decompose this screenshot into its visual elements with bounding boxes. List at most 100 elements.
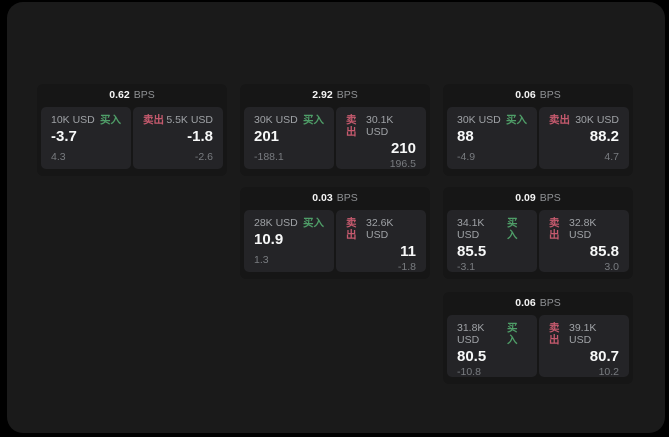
sell-delta: -1.8 <box>397 261 416 273</box>
bps-value: 0.06 <box>515 297 536 309</box>
bps-value: 0.06 <box>515 89 536 101</box>
sell-panel[interactable]: 卖出 32.6K USD 11 -1.8 <box>336 210 426 273</box>
quote-card: 0.62 BPS 10K USD 买入 -3.7 4.3 卖出 5.5K USD… <box>37 84 227 176</box>
sell-panel-top: 卖出 5.5K USD <box>143 114 213 126</box>
sell-price: -1.8 <box>187 128 213 145</box>
buy-panel-top: 31.8K USD 买入 <box>457 322 527 346</box>
sell-panel-top: 卖出 32.8K USD <box>549 217 619 241</box>
card-header: 0.62 BPS <box>37 84 227 106</box>
buy-delta: -10.8 <box>457 366 481 378</box>
sell-amount: 39.1K USD <box>568 322 597 346</box>
sell-panel-top: 卖出 30.1K USD <box>346 114 416 138</box>
buy-panel-top: 10K USD 买入 <box>51 114 121 126</box>
sell-panel[interactable]: 卖出 30K USD 88.2 4.7 <box>539 107 629 169</box>
bps-unit-label: BPS <box>539 192 561 204</box>
buy-delta: -188.1 <box>254 151 284 163</box>
buy-panel[interactable]: 28K USD 买入 10.9 1.3 <box>244 210 334 272</box>
sell-delta: 3.0 <box>604 261 619 273</box>
card-header: 0.06 BPS <box>443 84 633 106</box>
bps-value: 0.09 <box>515 192 536 204</box>
bps-unit-label: BPS <box>133 89 155 101</box>
buy-panel-top: 28K USD 买入 <box>254 217 324 229</box>
sell-panel[interactable]: 卖出 5.5K USD -1.8 -2.6 <box>133 107 223 169</box>
bps-unit-label: BPS <box>539 89 561 101</box>
quote-card: 0.03 BPS 28K USD 买入 10.9 1.3 卖出 32.6K US… <box>240 187 430 279</box>
buy-delta: -3.1 <box>457 261 476 273</box>
bps-value: 2.92 <box>312 89 333 101</box>
buy-amount: 31.8K USD <box>457 322 485 346</box>
sell-price: 88.2 <box>589 128 619 145</box>
sell-side-label: 卖出 <box>143 114 164 126</box>
sell-side-label: 卖出 <box>549 217 560 241</box>
sell-panel[interactable]: 卖出 32.8K USD 85.8 3.0 <box>539 210 629 273</box>
sell-delta: -2.6 <box>194 151 213 163</box>
sell-delta: 10.2 <box>598 366 619 378</box>
sell-side-label: 卖出 <box>549 114 570 126</box>
quote-panels: 30K USD 买入 201 -188.1 卖出 30.1K USD 210 1… <box>244 107 426 170</box>
sell-side-label: 卖出 <box>346 217 357 241</box>
buy-panel-top: 30K USD 买入 <box>254 114 324 126</box>
quotes-board: 0.62 BPS 10K USD 买入 -3.7 4.3 卖出 5.5K USD… <box>7 2 665 433</box>
card-header: 2.92 BPS <box>240 84 430 106</box>
quote-card: 0.06 BPS 30K USD 买入 88 -4.9 卖出 30K USD 8… <box>443 84 633 176</box>
bps-unit-label: BPS <box>336 192 358 204</box>
sell-panel[interactable]: 卖出 39.1K USD 80.7 10.2 <box>539 315 629 378</box>
buy-amount: 30K USD <box>254 114 298 126</box>
sell-amount: 32.6K USD <box>365 217 394 241</box>
buy-side-label: 买入 <box>303 114 324 126</box>
quote-card: 0.09 BPS 34.1K USD 买入 85.5 -3.1 卖出 32.8K… <box>443 187 633 279</box>
buy-side-label: 买入 <box>507 322 518 346</box>
buy-price: 80.5 <box>457 348 487 365</box>
sell-delta: 196.5 <box>389 158 416 170</box>
buy-side-label: 买入 <box>507 217 518 241</box>
sell-price: 11 <box>400 243 416 260</box>
buy-amount: 28K USD <box>254 217 298 229</box>
quote-card: 0.06 BPS 31.8K USD 买入 80.5 -10.8 卖出 39.1… <box>443 292 633 384</box>
quote-panels: 30K USD 买入 88 -4.9 卖出 30K USD 88.2 4.7 <box>447 107 629 169</box>
buy-amount: 10K USD <box>51 114 95 126</box>
buy-side-label: 买入 <box>506 114 527 126</box>
bps-unit-label: BPS <box>539 297 561 309</box>
card-header: 0.06 BPS <box>443 292 633 314</box>
buy-panel[interactable]: 31.8K USD 买入 80.5 -10.8 <box>447 315 537 378</box>
sell-amount: 30.1K USD <box>365 114 394 138</box>
buy-delta: 1.3 <box>254 254 269 266</box>
quote-panels: 31.8K USD 买入 80.5 -10.8 卖出 39.1K USD 80.… <box>447 315 629 378</box>
quote-card: 2.92 BPS 30K USD 买入 201 -188.1 卖出 30.1K … <box>240 84 430 176</box>
sell-amount: 32.8K USD <box>568 217 597 241</box>
sell-delta: 4.7 <box>604 151 619 163</box>
buy-panel-top: 34.1K USD 买入 <box>457 217 527 241</box>
bps-value: 0.03 <box>312 192 333 204</box>
sell-panel[interactable]: 卖出 30.1K USD 210 196.5 <box>336 107 426 170</box>
card-header: 0.03 BPS <box>240 187 430 209</box>
buy-price: 85.5 <box>457 243 487 260</box>
buy-panel-top: 30K USD 买入 <box>457 114 527 126</box>
buy-amount: 30K USD <box>457 114 501 126</box>
bps-value: 0.62 <box>109 89 130 101</box>
sell-amount: 5.5K USD <box>166 114 213 126</box>
buy-panel[interactable]: 10K USD 买入 -3.7 4.3 <box>41 107 131 169</box>
sell-price: 80.7 <box>589 348 619 365</box>
sell-panel-top: 卖出 39.1K USD <box>549 322 619 346</box>
buy-side-label: 买入 <box>100 114 121 126</box>
buy-price: -3.7 <box>51 128 77 145</box>
buy-delta: 4.3 <box>51 151 66 163</box>
buy-panel[interactable]: 30K USD 买入 88 -4.9 <box>447 107 537 169</box>
quote-panels: 10K USD 买入 -3.7 4.3 卖出 5.5K USD -1.8 -2.… <box>41 107 223 169</box>
bps-unit-label: BPS <box>336 89 358 101</box>
sell-price: 85.8 <box>589 243 619 260</box>
buy-panel[interactable]: 30K USD 买入 201 -188.1 <box>244 107 334 169</box>
buy-panel[interactable]: 34.1K USD 买入 85.5 -3.1 <box>447 210 537 273</box>
sell-price: 210 <box>390 140 416 157</box>
buy-delta: -4.9 <box>457 151 476 163</box>
sell-panel-top: 卖出 30K USD <box>549 114 619 126</box>
quote-panels: 28K USD 买入 10.9 1.3 卖出 32.6K USD 11 -1.8 <box>244 210 426 273</box>
buy-price: 10.9 <box>254 231 284 248</box>
buy-side-label: 买入 <box>303 217 324 229</box>
card-grid: 0.62 BPS 10K USD 买入 -3.7 4.3 卖出 5.5K USD… <box>7 2 665 433</box>
sell-side-label: 卖出 <box>549 322 560 346</box>
buy-price: 201 <box>254 128 280 145</box>
card-header: 0.09 BPS <box>443 187 633 209</box>
buy-amount: 34.1K USD <box>457 217 485 241</box>
